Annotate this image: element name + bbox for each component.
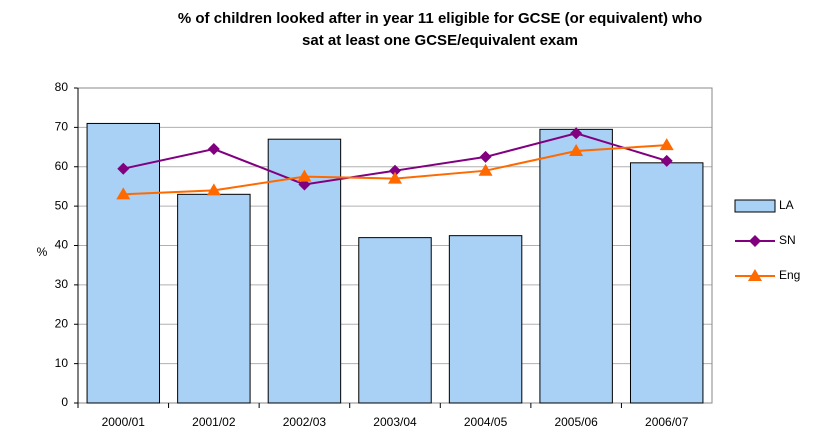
marker <box>206 183 221 196</box>
legend-marker <box>749 235 761 247</box>
legend-label: SN <box>779 233 796 247</box>
bar <box>358 237 432 404</box>
marker <box>569 144 584 156</box>
y-tick-label: 30 <box>55 277 69 291</box>
bar <box>629 162 704 404</box>
legend-swatch <box>734 199 776 213</box>
bar <box>539 128 613 404</box>
y-tick-label: 20 <box>55 316 69 330</box>
legend-label: LA <box>779 198 794 212</box>
y-tick-label: 60 <box>55 159 69 173</box>
bar <box>448 235 523 404</box>
marker <box>116 187 131 200</box>
x-tick-label: 2002/03 <box>283 415 327 429</box>
x-tick-label: 2005/06 <box>554 415 598 429</box>
bar <box>177 193 251 404</box>
x-tick-label: 2006/07 <box>645 415 689 429</box>
marker <box>479 150 492 163</box>
x-tick-label: 2003/04 <box>373 415 417 429</box>
chart-title: % of children looked after in year 11 el… <box>177 10 703 49</box>
x-tick-label: 2004/05 <box>464 415 508 429</box>
marker <box>117 162 130 175</box>
y-tick-label: 50 <box>55 198 69 212</box>
legend-marker <box>748 269 762 281</box>
y-tick-label: 70 <box>55 120 69 134</box>
y-axis-label: % <box>37 245 48 259</box>
y-tick-label: 80 <box>55 80 69 94</box>
x-tick-label: 2001/02 <box>192 415 236 429</box>
y-tick-label: 40 <box>55 238 69 252</box>
legend-label: Eng <box>779 268 800 282</box>
marker <box>478 163 493 176</box>
marker <box>389 164 401 177</box>
x-tick-label: 2000/01 <box>102 415 146 429</box>
marker <box>660 154 673 167</box>
marker <box>207 143 220 156</box>
marker <box>388 171 402 184</box>
marker <box>297 169 312 182</box>
marker <box>570 127 583 140</box>
y-tick-label: 0 <box>61 395 68 409</box>
marker <box>659 138 674 151</box>
y-tick-label: 10 <box>55 356 69 370</box>
